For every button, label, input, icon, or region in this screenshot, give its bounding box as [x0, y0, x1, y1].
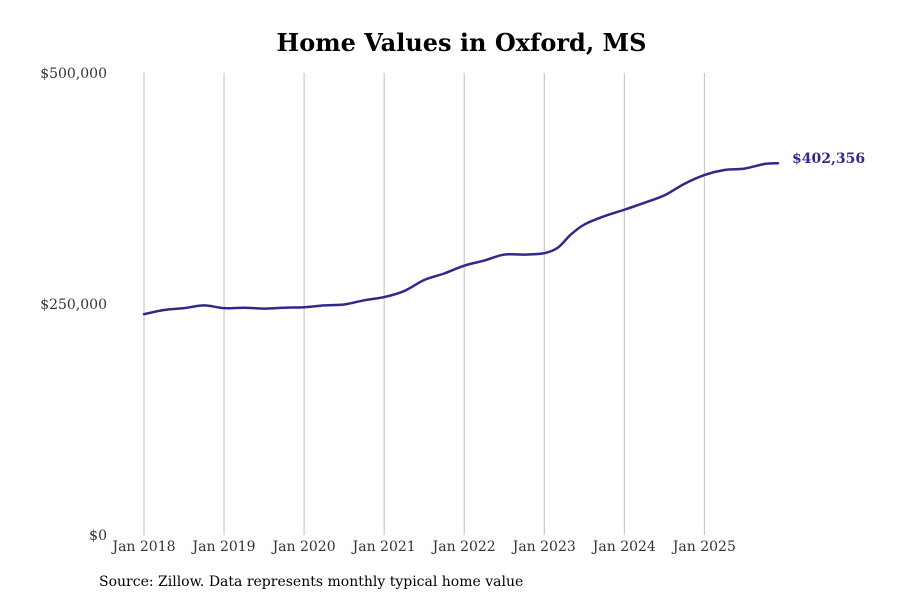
- x-tick-label: Jan 2025: [671, 539, 736, 555]
- x-tick-label: Jan 2022: [431, 539, 496, 555]
- x-tick-label: Jan 2021: [351, 539, 416, 555]
- x-axis-ticks: Jan 2018 Jan 2019 Jan 2020 Jan 2021 Jan 2022…: [110, 539, 735, 555]
- series-lines: [142, 161, 780, 316]
- y-tick-label: $500,000: [40, 66, 107, 82]
- x-tick-label: Jan 2018: [110, 539, 175, 555]
- data-labels: $402,356: [792, 151, 865, 167]
- gridlines: [143, 73, 705, 535]
- y-tick-label: $0: [89, 528, 107, 544]
- source-note: Source: Zillow. Data represents monthly …: [99, 574, 524, 590]
- series-line-home-value: [142, 161, 780, 316]
- y-tick-label: $250,000: [40, 297, 107, 313]
- chart-title: Home Values in Oxford, MS: [276, 28, 647, 57]
- y-axis-ticks: $0 $250,000 $500,000: [40, 66, 107, 544]
- x-tick-label: Jan 2024: [591, 539, 656, 555]
- end-value-label: $402,356: [792, 151, 865, 167]
- x-tick-label: Jan 2020: [271, 539, 336, 555]
- x-tick-label: Jan 2023: [511, 539, 576, 555]
- x-tick-label: Jan 2019: [191, 539, 256, 555]
